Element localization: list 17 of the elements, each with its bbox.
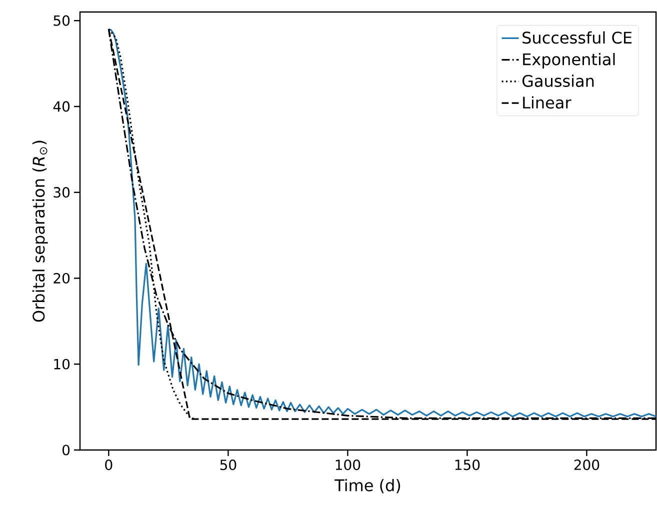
y-tick-label: 40 (53, 101, 70, 112)
x-tick-label: 0 (105, 460, 112, 470)
y-tick-label: 20 (54, 272, 70, 284)
legend-label: Gaussian (522, 74, 594, 87)
y-tick-label: 30 (54, 187, 70, 198)
y-tick-label: 0 (62, 444, 70, 456)
x-tick-label: 200 (574, 460, 600, 470)
x-tick-label: 150 (455, 460, 480, 470)
y-tick-label: 50 (54, 15, 70, 26)
x-axis-title: Time (d) (334, 478, 400, 494)
x-tick-label: 100 (336, 460, 360, 470)
y-axis-title: Orbital separation (R$_{⊙}$) (32, 140, 48, 322)
legend-label: Successful CE (522, 31, 632, 44)
legend-label: Exponential (523, 52, 615, 68)
y-tick-label: 10 (54, 358, 70, 370)
x-tick-label: 50 (220, 460, 236, 470)
legend-label: Linear (523, 96, 572, 109)
